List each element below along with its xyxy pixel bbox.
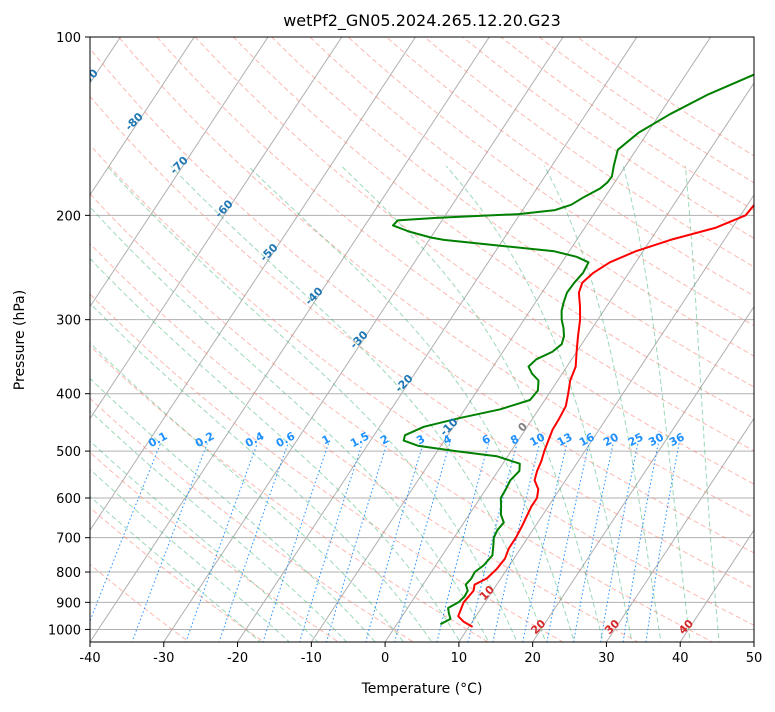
y-tick-label: 1000 xyxy=(48,623,81,638)
y-axis-label: Pressure (hPa) xyxy=(12,290,28,390)
x-tick-label: -20 xyxy=(227,651,248,666)
x-tick-label: 40 xyxy=(672,651,689,666)
y-tick-label: 600 xyxy=(56,492,81,507)
y-tick-label: 700 xyxy=(56,532,81,547)
y-tick-label: 100 xyxy=(56,31,81,46)
x-tick-label: 50 xyxy=(746,651,763,666)
y-tick-label: 300 xyxy=(56,314,81,329)
y-tick-label: 200 xyxy=(56,209,81,224)
chart-title: wetPf2_GN05.2024.265.12.20.G23 xyxy=(283,11,561,31)
x-tick-label: -10 xyxy=(301,651,322,666)
x-tick-label: 0 xyxy=(381,651,389,666)
x-tick-label: 20 xyxy=(524,651,541,666)
x-tick-label: 10 xyxy=(451,651,468,666)
x-tick-label: 30 xyxy=(598,651,615,666)
y-tick-label: 900 xyxy=(56,596,81,611)
y-tick-label: 800 xyxy=(56,566,81,581)
x-tick-label: -30 xyxy=(153,651,174,666)
y-tick-label: 500 xyxy=(56,445,81,460)
x-axis-label: Temperature (°C) xyxy=(361,681,483,697)
x-tick-label: -40 xyxy=(79,651,100,666)
y-tick-label: 400 xyxy=(56,388,81,403)
